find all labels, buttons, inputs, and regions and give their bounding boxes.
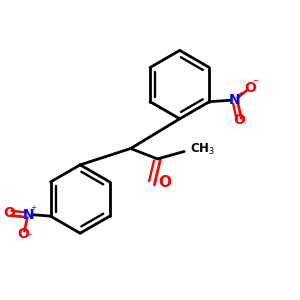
Text: O: O (233, 113, 245, 128)
Text: $^-$: $^-$ (251, 78, 260, 88)
Text: $^-$: $^-$ (24, 232, 33, 242)
Text: O: O (158, 175, 171, 190)
Text: O: O (17, 227, 29, 241)
Text: $^+$: $^+$ (29, 205, 38, 215)
Text: $^+$: $^+$ (236, 91, 244, 101)
Text: O: O (3, 206, 15, 220)
Text: N: N (22, 208, 34, 222)
Text: N: N (229, 93, 240, 107)
Text: CH$_3$: CH$_3$ (190, 142, 215, 157)
Text: O: O (244, 81, 256, 95)
